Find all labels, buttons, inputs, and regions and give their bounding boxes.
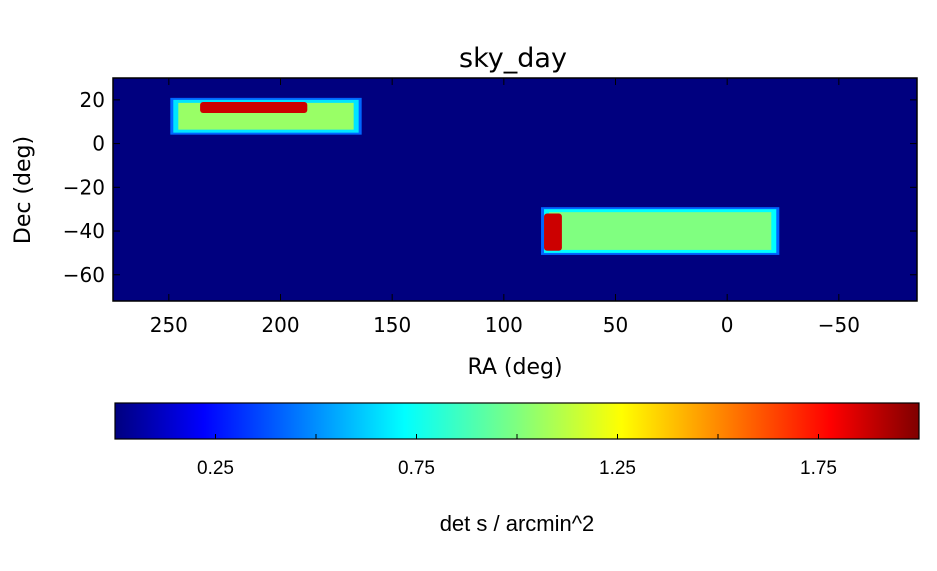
x-tick-label: 150 (373, 313, 411, 337)
region-interior (549, 212, 772, 250)
colorbar-gradient (114, 402, 920, 440)
colorbar-tick-label: 0.25 (197, 458, 234, 479)
x-tick-label: 100 (485, 313, 523, 337)
y-tick-label: −20 (63, 175, 105, 199)
plot-frame (112, 77, 918, 302)
colorbar-tick-label: 1.25 (599, 458, 636, 479)
chart-title: sky_day (459, 43, 567, 74)
x-tick-label: 50 (603, 313, 628, 337)
colorbar: 0.25 0.75 1.25 1.75 det s / arcmin^2 (114, 402, 920, 536)
y-tick-label: 0 (92, 132, 105, 156)
colorbar-tick-label: 1.75 (800, 458, 837, 479)
y-axis-label: Dec (deg) (11, 136, 36, 244)
x-tick-label: 0 (721, 313, 734, 337)
y-tick-label: 20 (80, 88, 105, 112)
colorbar-label: det s / arcmin^2 (440, 511, 595, 536)
x-tick-label: −50 (818, 313, 860, 337)
x-axis-label: RA (deg) (467, 355, 562, 380)
x-tick-label: 200 (261, 313, 299, 337)
y-axis: 20 0 −20 −40 −60 (63, 88, 917, 287)
y-tick-label: −40 (63, 219, 105, 243)
y-tick-label: −60 (63, 263, 105, 287)
heatmap-region-field-south (541, 207, 780, 255)
colorbar-ticks: 0.25 0.75 1.25 1.75 (197, 434, 837, 479)
heatmap-region-field-north (170, 97, 362, 135)
colorbar-tick-label: 0.75 (398, 458, 435, 479)
x-tick-label: 250 (150, 313, 188, 337)
heatmap-regions (170, 97, 780, 255)
region-hotspot (544, 213, 562, 251)
plot-area: 250 200 150 100 50 0 −50 200−20−40−60 (63, 77, 918, 337)
region-hotspot (200, 102, 308, 113)
x-axis: 250 200 150 100 50 0 −50 (150, 78, 860, 337)
